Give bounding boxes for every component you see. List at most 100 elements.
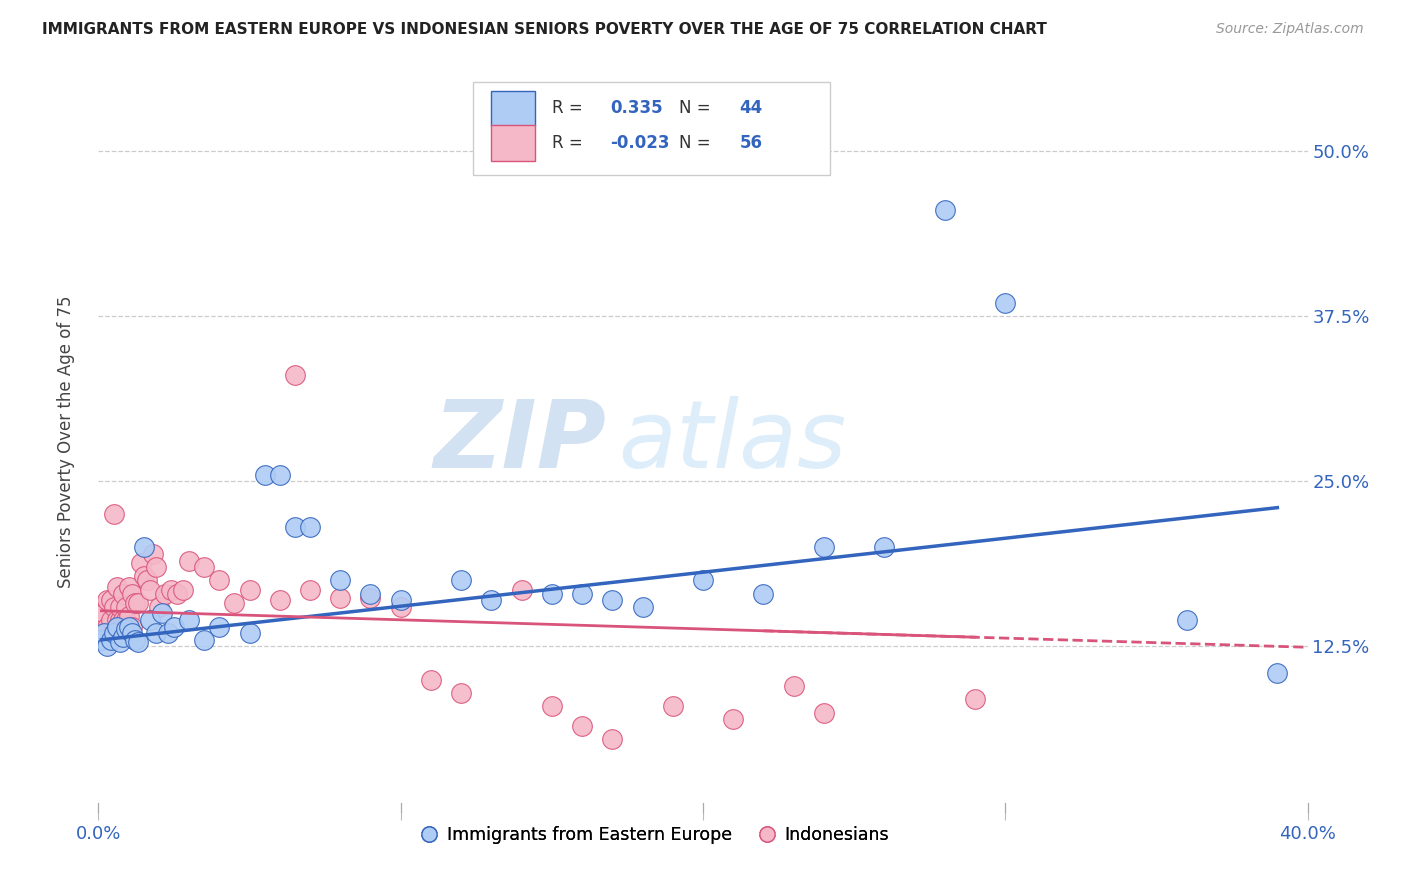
Point [100, 632, 122, 647]
Point [114, 613, 136, 627]
Point [284, 520, 307, 534]
Point [118, 609, 141, 624]
Point [193, 632, 215, 647]
Point [179, 553, 201, 567]
Point [269, 467, 291, 482]
Point [156, 626, 179, 640]
Point [208, 574, 231, 588]
Point [723, 712, 745, 726]
Point [360, 591, 382, 605]
Point [239, 582, 262, 597]
Point [692, 574, 714, 588]
FancyBboxPatch shape [474, 82, 830, 175]
Text: -0.023: -0.023 [610, 134, 669, 153]
Point [111, 586, 134, 600]
Point [360, 586, 382, 600]
Point [114, 622, 136, 636]
Point [571, 719, 593, 733]
Point [90, 632, 112, 647]
Point [121, 619, 143, 633]
Point [193, 560, 215, 574]
Y-axis label: Seniors Poverty Over the Age of 75: Seniors Poverty Over the Age of 75 [56, 295, 75, 588]
Point [965, 692, 987, 706]
Point [135, 574, 157, 588]
Point [1267, 665, 1289, 680]
Text: IMMIGRANTS FROM EASTERN EUROPE VS INDONESIAN SENIORS POVERTY OVER THE AGE OF 75 : IMMIGRANTS FROM EASTERN EUROPE VS INDONE… [42, 22, 1047, 37]
Point [934, 203, 956, 218]
Text: 0.335: 0.335 [610, 99, 662, 118]
Text: R =: R = [551, 99, 588, 118]
Point [108, 599, 131, 614]
Point [129, 556, 152, 570]
Point [299, 520, 322, 534]
Point [631, 599, 654, 614]
Point [150, 607, 173, 621]
Point [114, 599, 136, 614]
Point [329, 574, 352, 588]
Point [121, 626, 143, 640]
Point [253, 467, 276, 482]
Point [752, 586, 775, 600]
Point [166, 586, 188, 600]
Point [139, 582, 162, 597]
Point [284, 368, 307, 383]
Point [208, 619, 231, 633]
Point [661, 698, 683, 713]
Text: ZIP: ZIP [433, 395, 606, 488]
Point [389, 593, 412, 607]
Point [108, 635, 131, 649]
Point [132, 541, 155, 555]
Text: 56: 56 [740, 134, 762, 153]
Point [1175, 613, 1198, 627]
Point [132, 569, 155, 583]
Point [139, 613, 162, 627]
Point [121, 586, 143, 600]
Point [329, 591, 352, 605]
FancyBboxPatch shape [492, 91, 534, 126]
Point [602, 593, 624, 607]
Text: Source: ZipAtlas.com: Source: ZipAtlas.com [1216, 22, 1364, 37]
Point [163, 619, 186, 633]
Point [96, 619, 118, 633]
Point [145, 626, 167, 640]
FancyBboxPatch shape [492, 126, 534, 161]
Point [239, 626, 262, 640]
Legend: Immigrants from Eastern Europe, Indonesians: Immigrants from Eastern Europe, Indonesi… [413, 819, 896, 851]
Point [103, 599, 125, 614]
Point [481, 593, 503, 607]
Point [571, 586, 593, 600]
Point [124, 596, 146, 610]
Point [269, 593, 291, 607]
Point [90, 599, 112, 614]
Point [602, 731, 624, 746]
Text: R =: R = [551, 134, 588, 153]
Point [118, 619, 141, 633]
Text: 44: 44 [740, 99, 762, 118]
Point [153, 586, 176, 600]
Point [118, 580, 141, 594]
Point [224, 596, 246, 610]
Point [160, 582, 183, 597]
Point [450, 686, 472, 700]
Point [145, 560, 167, 574]
Point [540, 586, 562, 600]
Point [105, 580, 128, 594]
Text: atlas: atlas [619, 396, 846, 487]
Text: N =: N = [679, 134, 716, 153]
Point [93, 613, 115, 627]
Point [96, 593, 118, 607]
Point [510, 582, 533, 597]
Point [127, 635, 149, 649]
Point [93, 626, 115, 640]
Point [111, 613, 134, 627]
Point [103, 508, 125, 522]
Point [873, 541, 896, 555]
Point [93, 607, 115, 621]
Point [420, 673, 443, 687]
Point [124, 632, 146, 647]
Point [142, 547, 165, 561]
Point [813, 706, 835, 720]
Point [96, 640, 118, 654]
Point [127, 596, 149, 610]
Point [172, 582, 194, 597]
